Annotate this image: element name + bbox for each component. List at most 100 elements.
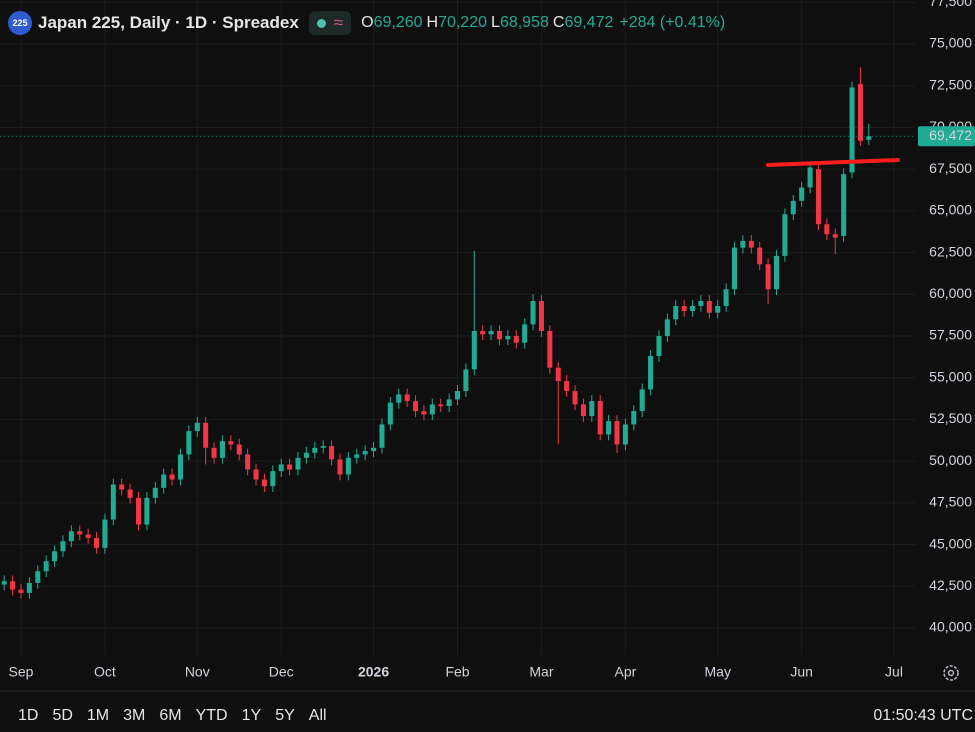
candle-body [421, 411, 427, 415]
range-button[interactable]: 1Y [241, 707, 262, 724]
candle-body [35, 571, 41, 583]
chart: 40,000 42,500 45,000 47,500 50,000 52,500 55,0… [0, 0, 975, 692]
candle-body [732, 247, 738, 290]
last-price-box [918, 126, 975, 147]
candle-body [68, 531, 74, 542]
candle-body [589, 401, 595, 417]
candle-body [773, 255, 780, 290]
indicator-pill[interactable]: ≈ [308, 11, 352, 35]
ohlc-key: H [426, 14, 439, 31]
y-tick-label: 52,500 [929, 410, 972, 426]
x-tick-label: Feb [445, 664, 469, 680]
legend-header: 225 Japan 225, Daily · 1D · Spreadex ≈ O… [8, 10, 725, 36]
candle-body [597, 401, 603, 435]
range-button[interactable]: 3M [123, 707, 146, 724]
candle-body [85, 534, 91, 538]
x-tick-label: Sep [9, 664, 34, 680]
status-dot [316, 18, 326, 28]
candle-body [10, 581, 16, 590]
candle-body [664, 319, 670, 337]
candle-body [52, 551, 58, 562]
candle-body [110, 484, 116, 520]
candle-body [102, 519, 108, 548]
candle-body [253, 469, 259, 480]
candle-body [194, 422, 200, 432]
candle-body [287, 464, 293, 470]
range-button[interactable]: 1D [18, 707, 39, 724]
candle-body [429, 404, 435, 415]
ohlc-key: C [552, 14, 565, 31]
candle-body [555, 367, 561, 382]
candle-body [186, 431, 192, 455]
candle-body [530, 300, 536, 325]
candle-body [513, 336, 519, 343]
candle-body [496, 331, 502, 340]
candle-body [488, 331, 494, 335]
candle-body [740, 240, 746, 248]
y-tick-label: 57,500 [929, 327, 972, 343]
candle-body [622, 424, 628, 445]
settings-hub [947, 669, 955, 677]
settings-gear [943, 665, 959, 681]
candle-body [757, 247, 763, 265]
candle-body [631, 411, 637, 425]
candle-body [656, 336, 662, 357]
candle-body [690, 305, 696, 311]
candle-body [94, 537, 100, 548]
candle-body [119, 484, 125, 490]
x-tick-label: Nov [185, 664, 210, 680]
candle-body [765, 264, 771, 290]
candle-body [782, 214, 788, 256]
candle-body [354, 454, 360, 458]
x-tick-label: Apr [614, 664, 636, 680]
range-button[interactable]: 1M [86, 707, 110, 724]
range-button[interactable]: YTD [195, 707, 228, 724]
ohlc-key: L [491, 14, 500, 31]
candle-body [799, 187, 805, 201]
candle-body [606, 421, 612, 435]
candle-body [538, 300, 544, 332]
candle-body [144, 497, 150, 525]
candle-body [832, 234, 838, 238]
candle-body [547, 331, 553, 368]
candle-body [371, 447, 377, 452]
candle-body [387, 402, 393, 425]
range-button[interactable]: All [308, 707, 327, 724]
clock: 01:50:43 UTC [873, 707, 973, 724]
candle-body [60, 541, 66, 552]
range-button[interactable]: 5D [52, 707, 73, 724]
candle-body [471, 331, 477, 370]
candle-body [203, 422, 209, 448]
candle-body [564, 381, 570, 392]
candle-body [236, 444, 242, 455]
candle-body [580, 404, 586, 417]
candle-body [706, 300, 712, 313]
candle-body [345, 457, 351, 475]
candle-body [396, 394, 402, 403]
y-tick-label: 60,000 [929, 285, 972, 301]
x-tick-label: May [705, 664, 731, 680]
range-button[interactable]: 5Y [275, 707, 295, 724]
candle-body [404, 394, 410, 402]
candle-body [673, 305, 679, 320]
candle-body [454, 391, 461, 400]
y-tick-label: 72,500 [929, 76, 972, 92]
symbol-title[interactable]: Japan 225, Daily · 1D · Spreadex [38, 13, 299, 32]
ohlc-value: 69,260 [373, 14, 423, 31]
candles [1, 67, 872, 599]
settings-icon[interactable] [943, 665, 959, 681]
x-tick-label: Mar [529, 664, 553, 680]
candle-body [681, 305, 687, 311]
ohlc-value: 68,958 [499, 14, 549, 31]
ohlc-key: O [361, 14, 374, 31]
y-tick-label: 67,500 [929, 160, 972, 176]
candle-body [329, 446, 335, 460]
candle-body [748, 240, 754, 248]
range-button[interactable]: 6M [159, 707, 182, 724]
candle-body [362, 451, 368, 455]
candle-body [211, 447, 217, 458]
candle-body [261, 479, 267, 487]
candle-body [152, 487, 158, 498]
candle-body [463, 369, 469, 392]
